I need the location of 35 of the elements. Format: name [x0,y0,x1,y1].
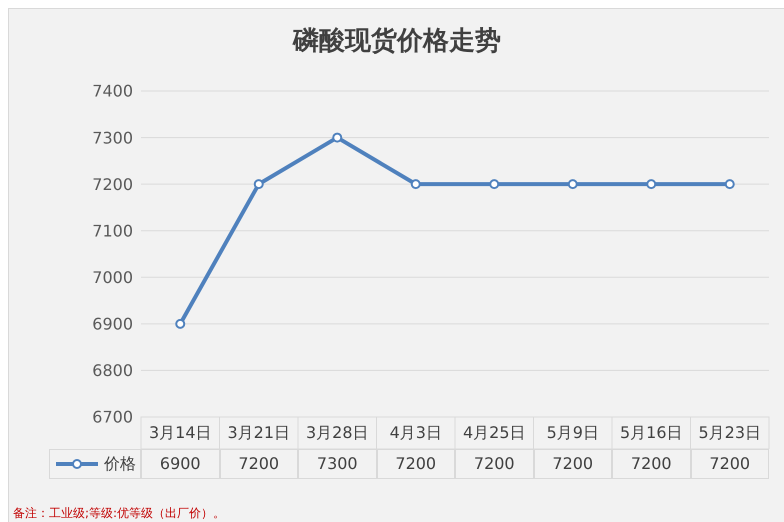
point [568,179,578,190]
point [254,179,264,190]
x-tick-label: 3月28日 [306,423,369,442]
data-label: 7200 [376,449,455,479]
point [410,179,421,190]
point [489,179,500,190]
x-tick-label: 5月23日 [698,423,762,442]
x-tick-label: 4月25日 [462,423,526,442]
y-tick-label: 7200 [92,174,133,194]
text: 备注：工业级;等级:优等级（出厂价）。 [13,505,226,522]
point [332,132,342,143]
data-label: 7200 [612,449,690,479]
legend-label: 价格 [104,454,136,474]
y-tick-label: 6700 [92,408,133,427]
data-label: 7200 [220,449,298,479]
data-label: 7200 [534,449,612,479]
point [724,179,735,190]
y-tick-label: 6900 [92,314,133,334]
x-tick-label: 5月16日 [620,423,683,442]
data-label: 7200 [690,449,769,479]
y-tick-label: 7300 [92,128,133,148]
x-tick-label: 4月3日 [390,423,442,442]
data-label: 7300 [298,449,376,479]
point [646,179,656,190]
chart-title: 磷酸现货价格走势 [291,25,502,58]
point [175,318,186,329]
y-tick-label: 6800 [92,361,133,380]
y-tick-label: 7400 [92,82,133,101]
data-label: 6900 [141,449,220,479]
y-tick-label: 7000 [92,268,133,287]
x-tick-label: 5月9日 [546,423,599,442]
x-tick-label: 3月21日 [227,423,290,442]
data-label: 7200 [455,449,534,479]
y-tick-label: 7100 [92,221,133,240]
x-tick-label: 3月14日 [148,423,212,442]
